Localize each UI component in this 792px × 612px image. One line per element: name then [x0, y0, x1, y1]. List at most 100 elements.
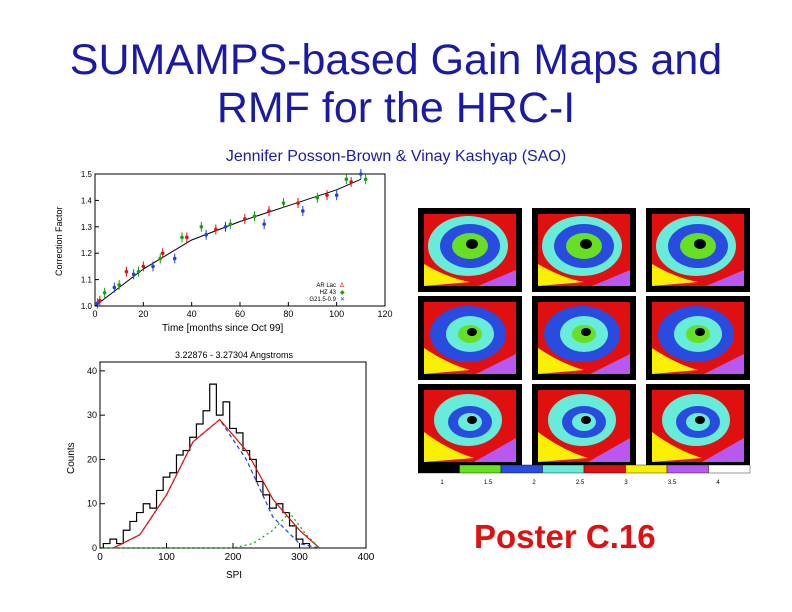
colorbar-segment: [666, 464, 709, 474]
colorbar-tick-label: 3: [624, 480, 628, 486]
chart1-point: [223, 225, 228, 229]
gain-map-1: [418, 208, 522, 292]
chart1-ytick-label: 1.1: [81, 276, 93, 285]
chart2-xtick-label: 100: [158, 552, 175, 563]
chart2-xlabel: SPI: [226, 570, 242, 581]
chart1-point: [98, 298, 102, 303]
gain-map-5: [532, 296, 636, 380]
chart1-point: [112, 285, 117, 290]
correction-factor-chart: 0 20 40 60 80 100 120 1.0 1.1 1.2 1.3 1.4 1.5 Correc…: [54, 169, 393, 334]
chart1-point: [117, 283, 121, 287]
legend-marker-ar-lac: Δ: [340, 283, 344, 289]
chart1-point: [136, 269, 141, 274]
colorbar-segment: [708, 464, 751, 474]
chart1-point: [199, 225, 204, 229]
chart1-point: [131, 272, 136, 277]
chart2-title: 3.22876 - 3.27304 Angstroms: [175, 350, 294, 360]
gain-map-8: [532, 384, 636, 468]
poster-label: Poster C.16: [474, 518, 656, 555]
chart1-point: [214, 227, 218, 232]
chart1-point: [344, 177, 349, 182]
chart1-ytick-label: 1.2: [81, 249, 93, 258]
title-line-2: RMF for the HRC-I: [216, 84, 576, 132]
chart1-point: [281, 201, 286, 205]
chart2-ytick-label: 40: [87, 366, 97, 376]
chart1-xtick-label: 40: [187, 309, 197, 319]
chart1-point: [185, 235, 189, 240]
chart1-point: [363, 177, 368, 182]
chart2-ylabel: Counts: [66, 442, 77, 474]
gain-map-3: [646, 208, 750, 292]
colorbar-tick-label: 1: [440, 480, 444, 486]
chart2-xtick-label: 200: [225, 552, 242, 563]
chart2-xtick-label: 0: [97, 552, 103, 563]
colorbar-tick-label: 2: [532, 480, 536, 486]
chart1-point: [141, 264, 146, 269]
colorbar-segment: [417, 464, 460, 474]
legend-marker-g21: ✕: [340, 297, 345, 303]
chart1-ytick-label: 1.3: [81, 223, 93, 232]
chart1-ytick-label: 1.4: [81, 196, 93, 205]
chart1-point: [267, 209, 271, 213]
chart1-point: [102, 291, 107, 295]
colorbar-segment: [459, 464, 502, 474]
chart1-point: [262, 222, 266, 226]
legend-marker-hz43: ◆: [340, 290, 345, 296]
chart1-point: [243, 217, 247, 221]
author-line: Jennifer Posson-Brown & Vinay Kashyap (S…: [225, 148, 567, 165]
gain-map-6: [646, 296, 750, 380]
colorbar-tick-label: 3.5: [668, 480, 677, 486]
gain-map-grid: 1 1.5 2 2.5 3 3.5 4: [417, 208, 758, 493]
chart1-point: [252, 214, 257, 219]
chart1-point: [228, 222, 233, 226]
chart1-point: [315, 195, 320, 200]
chart2-ytick-label: 0: [92, 543, 97, 553]
chart1-xlabel: Time [months since Oct 99]: [162, 323, 284, 334]
gain-map-4: [418, 296, 522, 380]
chart1-xtick-label: 20: [138, 309, 148, 319]
legend-label-g21: G21.5-0.9: [309, 297, 336, 303]
colorbar-tick-label: 4: [716, 480, 720, 486]
gain-map-2: [532, 208, 636, 292]
chart2-ytick-label: 30: [87, 410, 97, 420]
chart1-xtick-label: 60: [235, 309, 245, 319]
chart1-point: [124, 269, 129, 274]
gain-map-9: [646, 384, 750, 468]
chart2-xtick-label: 400: [358, 552, 375, 563]
chart2-ytick-label: 20: [87, 454, 97, 464]
chart1-point: [172, 256, 177, 261]
colorbar-segment: [583, 464, 626, 474]
colorbar-segment: [542, 464, 585, 474]
chart2-histogram: [102, 383, 311, 548]
chart1-point: [349, 180, 353, 184]
chart1-point: [301, 209, 305, 213]
chart1-point: [296, 201, 300, 205]
chart2-ytick-label: 10: [87, 499, 97, 509]
chart2-model-total: [113, 418, 320, 549]
chart1-ylabel: Correction Factor: [54, 206, 64, 276]
chart1-ytick-label: 1.0: [81, 302, 93, 311]
title-line-1: SUMAMPS-based Gain Maps and: [69, 36, 723, 84]
gain-map-7: [418, 384, 522, 468]
chart1-xtick-label: 0: [92, 309, 97, 319]
chart1-legend: AR Lac Δ HZ 43 ◆ G21.5-0.9 ✕: [309, 283, 345, 303]
chart1-point: [359, 172, 363, 176]
chart1-point: [160, 251, 165, 255]
chart1-ytick-label: 1.5: [81, 170, 93, 179]
chart1-point: [158, 256, 163, 261]
counts-histogram-chart: 3.22876 - 3.27304 Angstroms 0 100 200 300 40…: [66, 350, 375, 581]
chart1-point: [325, 193, 329, 197]
chart1-point: [180, 235, 184, 240]
chart1-point: [334, 193, 339, 197]
colorbar-tick-label: 2.5: [576, 480, 585, 486]
colorbar-segment: [625, 464, 668, 474]
chart1-xtick-label: 120: [377, 309, 392, 319]
chart1-point: [151, 264, 155, 269]
legend-label-ar-lac: AR Lac: [316, 283, 336, 289]
chart1-xtick-label: 100: [329, 309, 344, 319]
colorbar-tick-label: 1.5: [484, 480, 493, 486]
chart2-xtick-label: 300: [291, 552, 308, 563]
chart1-point: [95, 301, 100, 306]
slide-title: SUMAMPS-based Gain Maps and RMF for the …: [0, 36, 792, 132]
chart1-xtick-label: 80: [283, 309, 293, 319]
